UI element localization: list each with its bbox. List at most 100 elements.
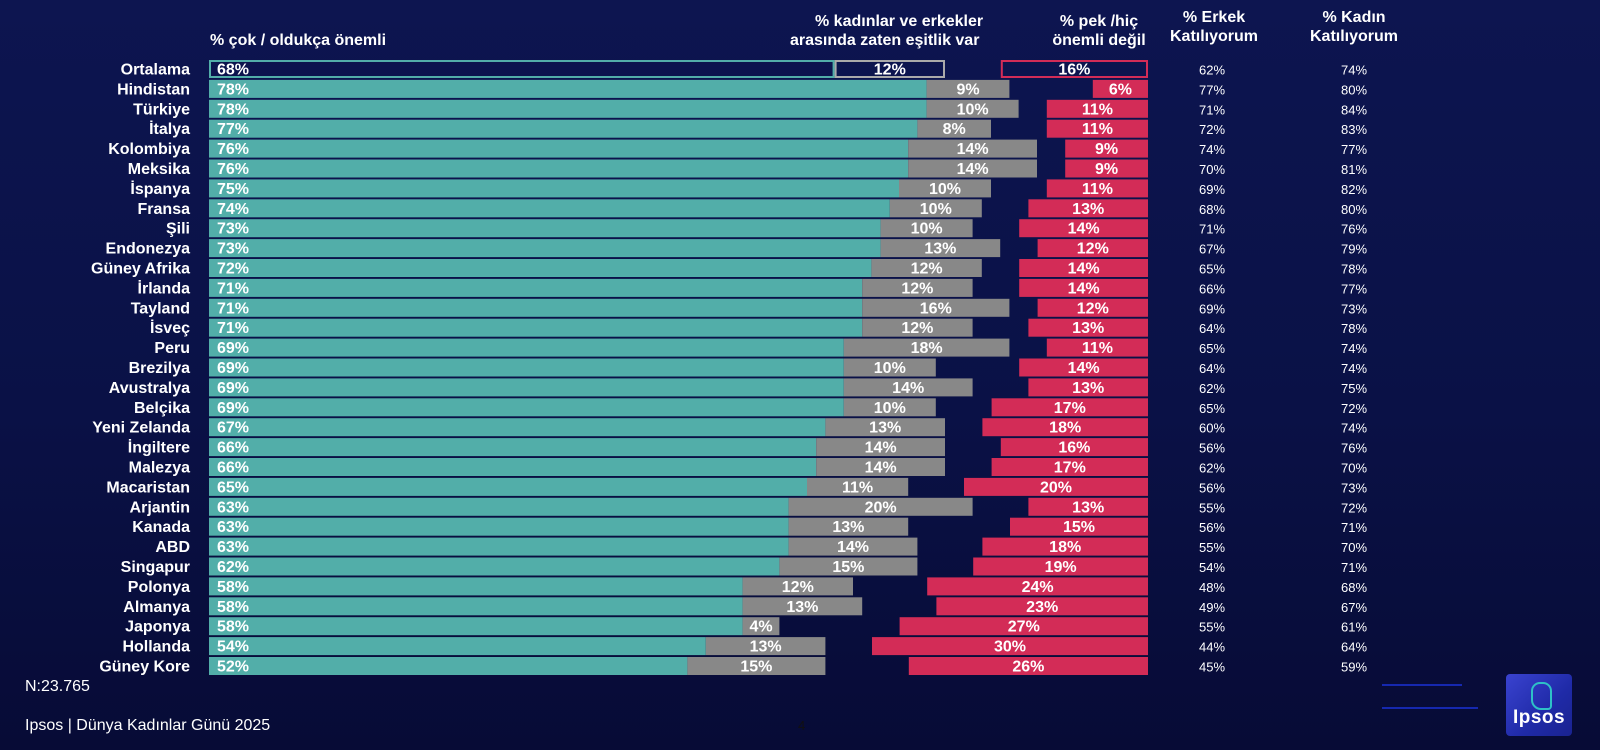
label-notimp: 13%: [1072, 320, 1104, 337]
label-women: 64%: [1341, 640, 1367, 655]
country-label: ABD: [155, 539, 190, 556]
country-label: Türkiye: [133, 101, 190, 118]
country-label: Polonya: [128, 579, 190, 596]
header-notimp: % pek /hiç önemli değil: [1036, 12, 1162, 50]
bar-equal: [926, 99, 1019, 118]
label-equal: 14%: [892, 380, 924, 397]
label-agree: 73%: [217, 221, 249, 238]
label-notimp: 27%: [1008, 619, 1040, 636]
label-agree: 54%: [217, 639, 249, 656]
label-agree: 58%: [217, 599, 249, 616]
bar-notimp: [1046, 338, 1148, 357]
label-women: 84%: [1341, 102, 1367, 117]
label-notimp: 12%: [1077, 300, 1109, 317]
bar-agree: [209, 179, 899, 198]
bar-notimp: [964, 477, 1148, 496]
bar-notimp: [1046, 99, 1148, 118]
country-label: İrlanda: [138, 279, 191, 297]
country-label: Hollanda: [122, 639, 190, 656]
bar-agree: [209, 497, 789, 516]
label-equal: 4%: [749, 619, 772, 636]
bar-agree: [209, 239, 881, 258]
label-notimp: 13%: [1072, 201, 1104, 218]
label-women: 74%: [1341, 421, 1367, 436]
logo-text: Ipsos: [1512, 707, 1566, 728]
label-men: 56%: [1199, 520, 1225, 535]
label-equal: 13%: [786, 599, 818, 616]
label-men: 64%: [1199, 321, 1225, 336]
label-men: 71%: [1199, 102, 1225, 117]
country-label: Peru: [154, 340, 190, 357]
country-label: Fransa: [138, 201, 191, 218]
label-equal: 10%: [911, 221, 943, 238]
label-notimp: 9%: [1095, 161, 1118, 178]
label-women: 59%: [1341, 660, 1367, 675]
label-notimp: 11%: [1082, 340, 1113, 357]
country-label: Hindistan: [117, 81, 190, 98]
label-notimp: 13%: [1072, 380, 1104, 397]
label-notimp: 14%: [1068, 221, 1100, 238]
bar-notimp: [1037, 239, 1148, 258]
label-equal: 13%: [750, 639, 782, 656]
label-notimp: 16%: [1058, 62, 1090, 79]
country-label: Kolombiya: [108, 141, 190, 158]
bar-agree: [209, 557, 780, 576]
label-men: 68%: [1199, 202, 1225, 217]
header-agree: % çok / oldukça önemli: [210, 32, 387, 49]
source-footer: Ipsos | Dünya Kadınlar Günü 2025: [25, 717, 271, 734]
label-women: 78%: [1341, 262, 1367, 277]
header-notimp-line2: önemli değil: [1052, 32, 1146, 49]
label-notimp: 14%: [1068, 261, 1100, 278]
label-women: 70%: [1341, 540, 1367, 555]
bar-equal: [742, 577, 853, 596]
label-notimp: 11%: [1082, 101, 1113, 118]
label-equal: 20%: [865, 499, 897, 516]
bar-notimp: [982, 418, 1148, 437]
bar-agree: [209, 318, 863, 337]
label-equal: 13%: [924, 241, 956, 258]
label-notimp: 18%: [1049, 539, 1081, 556]
country-label: Brezilya: [129, 360, 190, 377]
country-label: Belçika: [134, 400, 190, 417]
bar-agree: [209, 517, 789, 536]
label-women: 72%: [1341, 401, 1367, 416]
country-label: Yeni Zelanda: [92, 420, 190, 437]
bar-equal: [862, 298, 1010, 317]
label-agree: 67%: [217, 420, 249, 437]
bar-notimp: [908, 657, 1148, 675]
label-agree: 76%: [217, 141, 249, 158]
label-men: 55%: [1199, 620, 1225, 635]
bar-equal: [742, 617, 780, 636]
label-equal: 10%: [874, 400, 906, 417]
bar-equal: [880, 239, 1001, 258]
label-women: 80%: [1341, 202, 1367, 217]
country-label: Malezya: [129, 460, 190, 477]
label-men: 62%: [1199, 63, 1225, 78]
label-agree: 74%: [217, 201, 249, 218]
bar-agree: [209, 338, 844, 357]
label-notimp: 26%: [1012, 659, 1044, 676]
bar-notimp: [982, 537, 1148, 556]
bar-notimp: [1046, 119, 1148, 138]
country-label: Singapur: [121, 559, 190, 576]
label-agree: 78%: [217, 81, 249, 98]
label-equal: 12%: [911, 261, 943, 278]
country-label: Endonezya: [106, 241, 191, 258]
label-men: 72%: [1199, 122, 1225, 137]
label-agree: 73%: [217, 241, 249, 258]
label-men: 64%: [1199, 361, 1225, 376]
label-equal: 10%: [929, 181, 961, 198]
label-notimp: 11%: [1082, 121, 1113, 138]
label-equal: 13%: [832, 519, 864, 536]
label-equal: 11%: [842, 479, 873, 496]
bar-notimp: [1092, 79, 1148, 98]
country-label: Arjantin: [130, 499, 190, 516]
label-men: 65%: [1199, 401, 1225, 416]
label-women: 72%: [1341, 500, 1367, 515]
label-notimp: 17%: [1054, 400, 1086, 417]
bar-equal: [908, 139, 1037, 158]
label-women: 73%: [1341, 480, 1367, 495]
label-agree: 63%: [217, 539, 249, 556]
label-agree: 71%: [217, 280, 249, 297]
label-women: 61%: [1341, 620, 1367, 635]
